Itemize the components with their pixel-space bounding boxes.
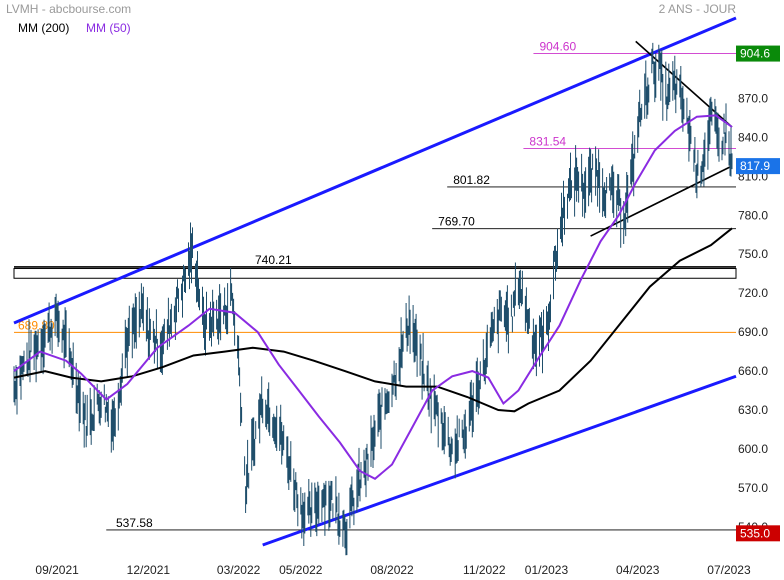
trendline <box>590 165 733 237</box>
price-tag <box>736 158 780 175</box>
legend-mm200: MM (200) <box>18 21 70 35</box>
y-tick-label: 720.0 <box>738 286 768 300</box>
price-tag-label: 817.9 <box>740 159 770 173</box>
trendline <box>262 374 737 547</box>
y-tick-label: 600.0 <box>738 442 768 456</box>
y-tick-label: 870.0 <box>738 91 768 105</box>
y-tick-label: 690.0 <box>738 325 768 339</box>
price-tags: 904.6 817.9 535.0 <box>736 45 780 542</box>
x-tick-label: 04/2023 <box>616 563 660 577</box>
y-tick-label: 780.0 <box>738 208 768 222</box>
level-label: 689.80 <box>18 318 55 332</box>
y-tick-label: 570.0 <box>738 481 768 495</box>
level-label: 537.58 <box>116 516 153 530</box>
x-tick-label: 09/2021 <box>35 563 79 577</box>
x-tick-label: 07/2023 <box>707 563 751 577</box>
series-mm200 <box>13 227 733 413</box>
price-tag-label: 535.0 <box>740 526 770 540</box>
level-label: 740.21 <box>255 253 292 267</box>
axis-labels: 540.0570.0600.0630.0660.0690.0720.0750.0… <box>35 91 768 577</box>
x-tick-label: 11/2022 <box>463 563 506 577</box>
x-tick-label: 03/2022 <box>217 563 261 577</box>
legend-mm50: MM (50) <box>86 21 131 35</box>
chart-period-label: 2 ANS - JOUR <box>658 2 736 16</box>
y-tick-label: 840.0 <box>738 130 768 144</box>
level-label: 904.60 <box>539 40 576 54</box>
price-tag <box>736 525 780 542</box>
trendline <box>13 16 737 325</box>
price-series <box>13 42 733 556</box>
x-tick-label: 12/2021 <box>127 563 171 577</box>
horizontal-levels: 904.60 831.54 801.82 769.70 740.21 689.80 537.… <box>13 40 737 531</box>
chart-source-label: LVMH - abcbourse.com <box>6 2 132 16</box>
level-label: 831.54 <box>529 134 566 148</box>
y-tick-label: 660.0 <box>738 364 768 378</box>
x-tick-label: 01/2023 <box>525 563 569 577</box>
price-bars <box>13 42 733 556</box>
series-mm50 <box>13 114 733 480</box>
level-label: 801.82 <box>453 173 490 187</box>
x-tick-label: 05/2022 <box>279 563 323 577</box>
trendlines <box>13 16 737 547</box>
y-tick-label: 750.0 <box>738 247 768 261</box>
y-tick-label: 630.0 <box>738 403 768 417</box>
level-label: 769.70 <box>438 215 475 229</box>
price-tag <box>736 45 780 62</box>
moving-averages <box>13 114 733 480</box>
x-tick-label: 08/2022 <box>370 563 414 577</box>
zone-band <box>13 268 737 279</box>
price-tag-label: 904.6 <box>740 47 770 61</box>
